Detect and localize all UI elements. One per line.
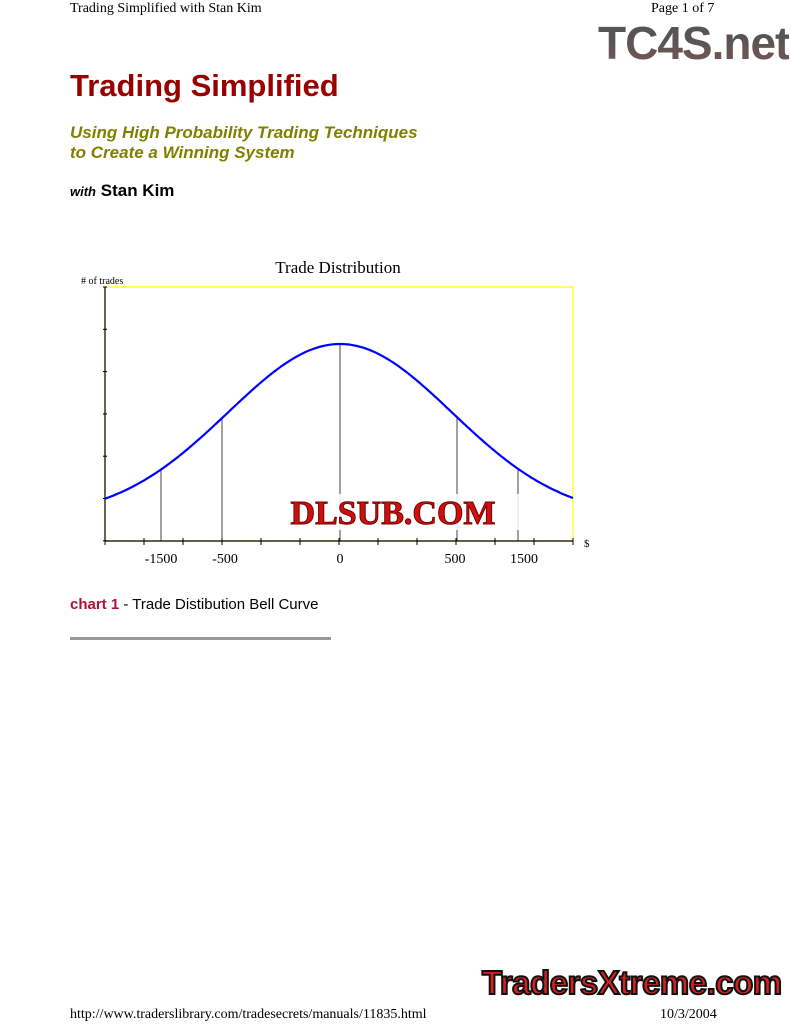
horizontal-rule — [70, 637, 331, 640]
watermark-text: DLSUB.COM — [291, 495, 496, 532]
x-tick-label: 500 — [445, 552, 466, 567]
page-title: Trading Simplified — [70, 68, 339, 103]
x-tick-label: 1500 — [510, 552, 538, 567]
byline-with: with — [70, 184, 96, 199]
dlsub-watermark: DLSUB.COM — [252, 494, 534, 533]
footer-url: http://www.traderslibrary.com/tradesecre… — [70, 1007, 427, 1022]
x-tick-label: -1500 — [145, 552, 178, 567]
x-axis-label: $ — [584, 538, 590, 550]
footer-date: 10/3/2004 — [660, 1007, 717, 1022]
trade-distribution-chart: Trade Distribution # of trades $ -1500 -5… — [81, 258, 590, 567]
subtitle-line: Using High Probability Trading Technique… — [70, 123, 418, 142]
byline: with Stan Kim — [70, 181, 174, 201]
x-tick-label: -500 — [212, 552, 238, 567]
chart-caption: chart 1 - Trade Distibution Bell Curve — [70, 596, 318, 613]
bell-curve-line — [104, 342, 574, 500]
tradersxtreme-watermark-logo: TradersXtreme.com — [481, 963, 783, 1002]
subtitle: Using High Probability Trading Technique… — [70, 123, 418, 163]
caption-number: chart 1 — [70, 596, 120, 613]
page-header-title: Trading Simplified with Stan Kim — [70, 1, 262, 16]
author-name: Stan Kim — [100, 181, 175, 200]
page-number: Page 1 of 7 — [651, 1, 715, 16]
subtitle-line: to Create a Winning System — [70, 143, 295, 162]
tc4s-watermark-logo: TC4S.net — [598, 17, 790, 69]
x-tick-label: 0 — [337, 552, 344, 567]
y-axis-label: # of trades — [81, 276, 123, 287]
caption-text: - Trade Distibution Bell Curve — [119, 596, 319, 613]
chart-title: Trade Distribution — [275, 258, 401, 277]
